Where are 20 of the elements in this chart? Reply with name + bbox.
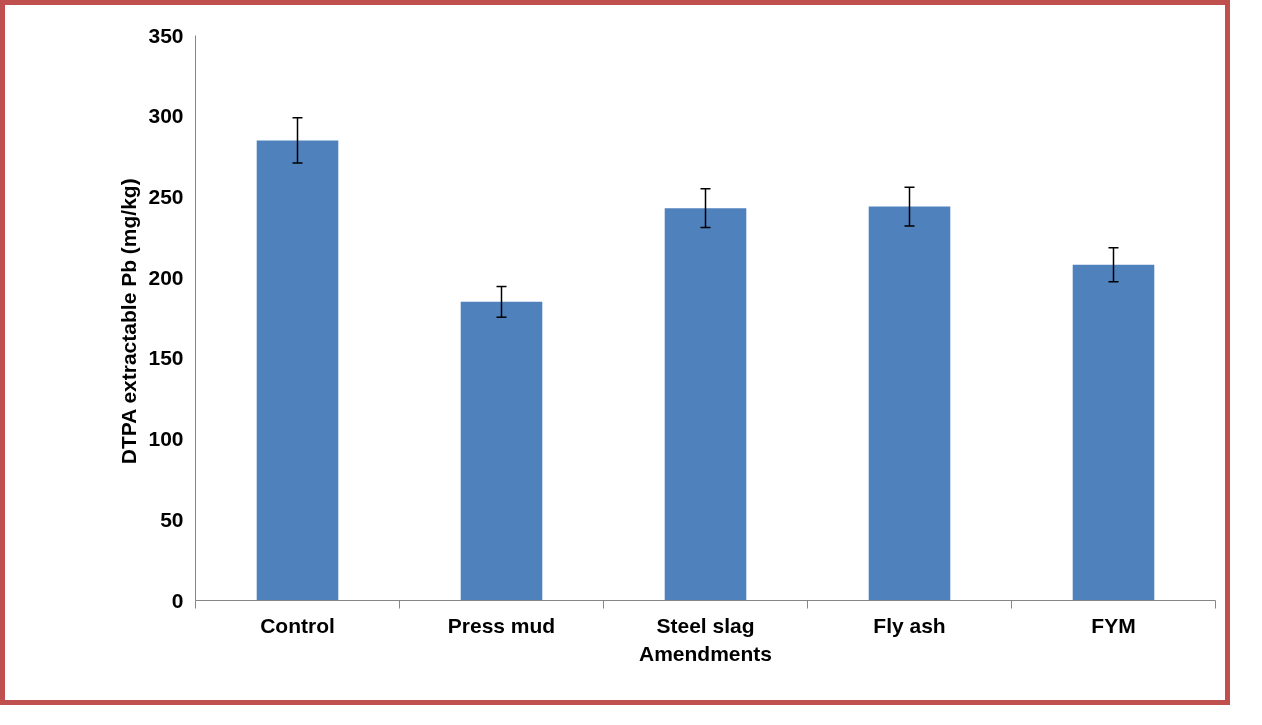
x-tick-label: Steel slag xyxy=(656,613,755,637)
y-tick-label: 300 xyxy=(148,104,184,128)
bar xyxy=(1072,264,1155,601)
x-tick-label: Fly ash xyxy=(873,613,946,637)
x-tick-label: FYM xyxy=(1091,613,1136,637)
y-tick-label: 50 xyxy=(160,507,184,531)
y-tick-label: 0 xyxy=(171,588,184,612)
y-tick-label: 150 xyxy=(148,346,184,370)
x-tick-label: Control xyxy=(260,613,335,637)
bar xyxy=(256,140,339,601)
y-tick-label: 200 xyxy=(148,265,184,289)
y-tick-label: 250 xyxy=(148,184,184,208)
y-axis-title: DTPA extractable Pb (mg/kg) xyxy=(117,178,141,465)
x-tick-label: Press mud xyxy=(447,613,556,637)
bar xyxy=(460,301,543,601)
y-tick-label: 350 xyxy=(148,23,184,47)
x-axis-title: Amendments xyxy=(638,641,773,665)
bar xyxy=(868,206,951,601)
bar xyxy=(664,208,747,601)
y-tick-label: 100 xyxy=(148,427,184,451)
